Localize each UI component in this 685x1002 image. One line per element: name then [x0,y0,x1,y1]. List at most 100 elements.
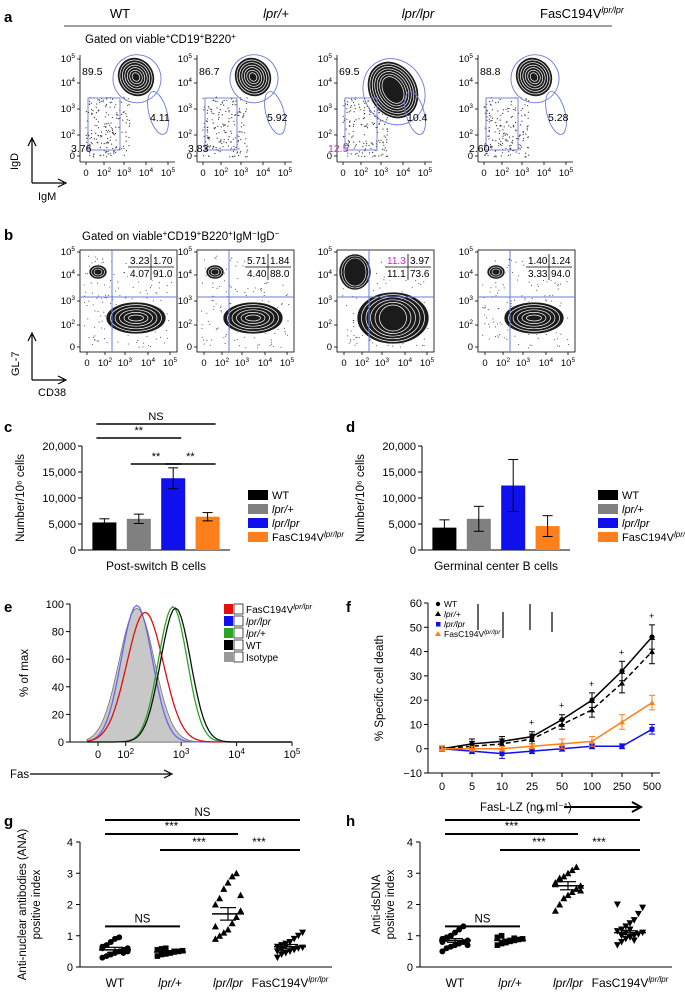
event-dot [125,122,127,124]
event-dot [416,344,418,346]
event-dot [510,101,513,103]
event-dot [220,126,222,128]
x-axis-label: CD38 [38,387,66,399]
event-dot [132,286,134,289]
tick-base: 10 [318,270,329,281]
event-dot [113,274,115,276]
event-dot [515,130,517,132]
x-tick-label: 0 [340,168,345,179]
event-dot [385,282,387,284]
population-contour [119,309,153,327]
tick-exponent: 3 [384,167,388,174]
data-point [494,934,501,941]
bar-0 [432,527,457,550]
tick-base: 10 [375,358,386,369]
gate-percent-right: 4.11 [150,112,170,124]
significance-plus: + [619,647,624,657]
legend-sup: lpr/lpr [293,602,312,611]
event-dot [99,315,101,317]
event-dot [515,261,517,263]
y-tick-label: 105 [459,53,474,65]
tick-exponent: 4 [406,167,410,174]
event-dot [528,100,530,102]
event-dot [555,332,557,334]
event-dot [202,129,204,131]
tick-exponent: 2 [225,357,229,364]
event-dot [495,286,497,288]
gc-population-contour [210,268,220,276]
event-dot [347,104,349,106]
event-dot [208,155,210,157]
legend-sup: lpr/lpr [324,530,344,539]
event-dot [89,155,91,157]
event-dot [93,338,95,341]
event-dot [526,127,528,129]
event-dot [155,292,157,294]
event-dot [117,114,119,116]
event-dot [107,141,109,143]
event-dot [216,287,218,289]
event-dot [370,142,372,144]
population-contour [110,304,162,332]
event-dot [123,111,125,113]
event-dot [115,303,117,305]
tick-base: 10 [278,168,289,179]
y-tick-label: 104 [61,269,76,281]
category-label-2: lpr/lpr [553,976,584,990]
tick-exponent: 4 [268,357,272,364]
event-dot [488,138,490,140]
event-dot [233,145,235,147]
event-dot [101,135,103,137]
tick-exponent: 4 [469,269,473,276]
point-marker [619,668,625,674]
tick-base: 0 [340,168,345,179]
y-tick-label: 103 [178,103,193,115]
event-dot [238,108,240,110]
event-dot [495,326,497,328]
legend-swatch-2 [224,628,233,638]
event-dot [498,334,501,336]
population-contour [517,309,551,327]
tick-exponent: 3 [185,747,190,756]
event-dot [112,133,115,135]
tick-exponent: 4 [240,747,245,756]
event-dot [515,151,517,153]
y-axis-label: Number/10⁶ cells [15,454,27,542]
event-dot [111,101,113,103]
event-dot [550,279,552,281]
event-dot [167,319,169,321]
event-dot [105,133,107,135]
data-point [216,932,224,939]
event-dot [235,100,237,102]
quadrant-q3: 3.33 [528,269,548,280]
tick-base: 10 [459,130,470,141]
y-tick-label: 0 [187,342,192,353]
tick-exponent: 4 [328,77,332,84]
data-point [568,866,576,874]
event-dot [89,146,91,148]
population-contour [517,59,551,95]
event-dot [365,140,367,142]
category-sup: lpr/lpr [308,975,328,984]
event-dot [361,155,363,157]
event-dot [488,326,491,328]
event-dot [368,144,370,147]
x-tick-label: 105 [418,167,433,179]
event-dot [206,339,208,342]
data-point [237,891,245,899]
event-dot [374,106,376,108]
event-dot [115,146,118,148]
header-lpr-het: lpr/+ [263,6,289,21]
event-dot [350,330,352,332]
event-dot [94,335,96,337]
significance-label: ** [152,451,161,463]
event-dot [499,125,501,127]
event-dot [123,272,125,274]
point-marker [499,745,505,752]
y-tick-label: 103 [178,295,193,307]
event-dot [87,255,90,257]
event-dot [354,344,356,346]
legend-swatch-2 [598,518,618,528]
event-dot [525,98,527,100]
